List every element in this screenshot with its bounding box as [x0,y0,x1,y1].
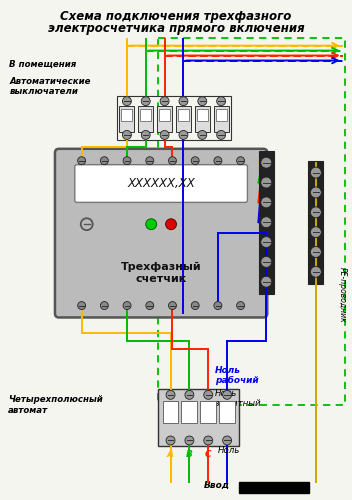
Circle shape [123,302,131,310]
Circle shape [169,302,176,310]
Circle shape [146,218,157,230]
Bar [158,389,239,446]
Circle shape [310,246,321,258]
Circle shape [185,390,194,400]
Circle shape [198,96,207,106]
Circle shape [123,156,131,164]
Circle shape [166,390,175,400]
Circle shape [237,156,245,164]
Circle shape [261,177,272,188]
Text: Четырехполюсный: Четырехполюсный [8,395,103,404]
Text: Трехфазный
счетчик: Трехфазный счетчик [121,262,201,283]
Circle shape [217,96,226,106]
Bar [308,160,323,284]
Circle shape [204,390,213,400]
Circle shape [214,302,222,310]
Circle shape [261,197,272,208]
Circle shape [261,276,272,287]
Circle shape [310,266,321,278]
Circle shape [179,130,188,140]
Circle shape [310,226,321,237]
Circle shape [146,156,154,164]
Bar [157,106,172,132]
Circle shape [310,167,321,178]
Circle shape [261,256,272,268]
Circle shape [261,157,272,168]
Circle shape [100,302,108,310]
Text: автомат: автомат [8,406,49,415]
Text: Ноль: Ноль [215,389,237,398]
Circle shape [122,130,131,140]
Text: выключатели: выключатели [9,88,78,96]
Bar [138,106,153,132]
FancyBboxPatch shape [55,149,267,318]
Circle shape [237,302,245,310]
Circle shape [222,436,232,445]
Circle shape [141,130,150,140]
Circle shape [169,156,176,164]
Text: Схема подключения трехфазного: Схема подключения трехфазного [60,10,292,23]
Text: B: B [186,450,193,460]
Text: электросчетчика прямого включения: электросчетчика прямого включения [48,22,304,35]
Circle shape [222,390,232,400]
Bar [259,151,274,294]
Bar [159,109,170,121]
Circle shape [185,436,194,445]
Text: XXXXXX,XX: XXXXXX,XX [127,177,195,190]
Circle shape [146,302,154,310]
Circle shape [310,187,321,198]
Circle shape [198,130,207,140]
Bar [197,109,208,121]
Circle shape [217,130,226,140]
Circle shape [78,156,86,164]
Circle shape [310,207,321,218]
Circle shape [165,218,176,230]
FancyBboxPatch shape [75,164,247,202]
Text: C: C [205,450,212,460]
Bar [121,109,132,121]
Bar [195,106,210,132]
Text: рабочий: рабочий [215,376,258,385]
Circle shape [261,236,272,248]
Text: A: A [167,450,174,460]
Bar [178,109,189,121]
Bar [176,106,191,132]
Circle shape [179,96,188,106]
Circle shape [141,96,150,106]
Circle shape [166,436,175,445]
Bar [140,109,151,121]
Circle shape [261,217,272,228]
Circle shape [160,130,169,140]
Bar [214,106,228,132]
Circle shape [122,96,131,106]
Bar [219,401,235,422]
Circle shape [160,96,169,106]
Circle shape [191,302,199,310]
Text: В помещения: В помещения [9,60,77,68]
Circle shape [214,156,222,164]
Bar [182,401,197,422]
Bar [163,401,178,422]
Text: Ввод: Ввод [203,480,230,490]
Bar [216,109,227,121]
Text: Автоматические: Автоматические [9,78,91,86]
Text: защитный: защитный [215,399,261,408]
Circle shape [78,302,86,310]
Bar [118,96,231,140]
Circle shape [191,156,199,164]
Text: PE-проводник: PE-проводник [338,267,347,322]
Text: Ноль: Ноль [218,446,240,456]
Circle shape [204,436,213,445]
Bar [119,106,134,132]
Bar [200,401,216,422]
Circle shape [100,156,108,164]
Bar [239,482,309,493]
Text: Ноль: Ноль [215,366,241,375]
